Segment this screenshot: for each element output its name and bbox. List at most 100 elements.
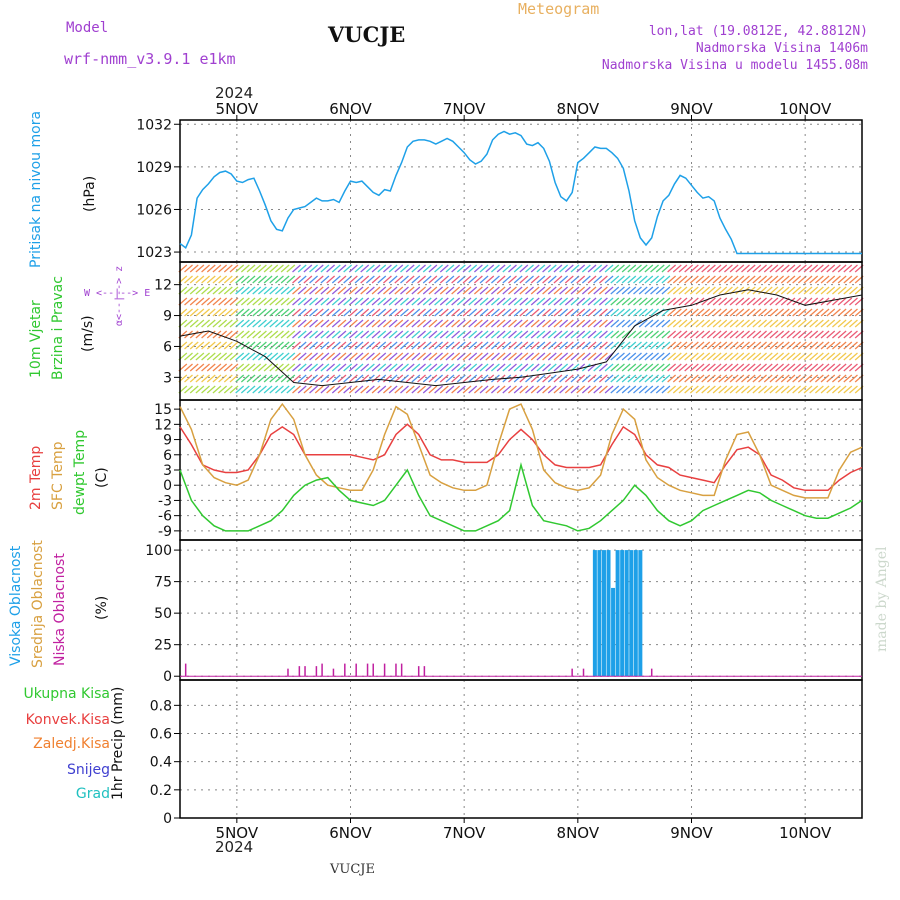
x-tick-label-top: 5NOV [216,100,259,118]
wind-barb [434,374,444,383]
wind-barb [706,341,716,350]
wind-barb [337,264,347,273]
y-tick-label: 1026 [136,202,172,218]
wind-barb [604,275,614,284]
wind-barb [451,374,461,383]
wind-barb [201,286,211,295]
wind-barb [809,286,819,295]
wind-barb [286,330,296,339]
panel-frame-pressure [179,119,863,263]
wind-barb [570,297,580,306]
wind-barb [758,319,767,328]
wind-barb [257,286,267,295]
wind-barb [809,330,819,339]
wind-barb [667,264,677,273]
wind-barb [667,319,677,328]
wind-barb [184,341,193,350]
wind-barb [229,297,239,306]
credit-text: made by Angel [874,546,890,653]
wind-barb [383,275,392,284]
y-tick-label: 3 [163,370,172,386]
wind-barb [741,308,750,317]
wind-barb [275,308,284,317]
wind-barb [269,275,279,284]
wind-barb [729,319,739,328]
wind-barb [780,385,790,394]
wind-barb [365,319,375,328]
wind-barb [655,275,665,284]
wind-barb [485,330,495,339]
wind-barb [360,341,370,350]
wind-barb [331,352,341,361]
wind-barb [195,352,205,361]
wind-barb [627,385,637,394]
wind-barb [587,275,597,284]
wind-barb [786,363,796,372]
wind-barb [218,297,228,306]
wind-barb [508,352,517,361]
bar-cloud_low [417,666,420,677]
wind-barb [780,363,790,372]
wind-barb [672,286,682,295]
wind-barb [564,352,574,361]
wind-barb [706,330,716,339]
wind-barb [650,341,659,350]
bar-cloud_high [601,550,606,677]
x-tick-label-bottom: 5NOV [216,824,259,842]
wind-barb [195,374,205,383]
wind-barb [706,319,716,328]
wind-barb [331,330,341,339]
wind-barb [473,275,483,284]
wind-barb [803,385,813,394]
wind-barb [593,363,603,372]
wind-barb [388,330,398,339]
wind-barb [706,352,716,361]
wind-barb [235,308,245,317]
wind-barb [604,264,614,273]
wind-barb [803,352,813,361]
wind-barb [803,275,813,284]
wind-barb [831,275,841,284]
wind-barb [729,374,739,383]
wind-barb [490,385,500,394]
wind-barb [638,297,648,306]
wind-barb [348,297,358,306]
wind-barb [661,308,671,317]
wind-barb [297,297,307,306]
wind-barb [445,319,455,328]
wind-barb [661,264,671,273]
wind-barb [462,374,472,383]
bar-cloud_low [298,666,301,677]
wind-barb [792,286,802,295]
wind-barb [729,308,739,317]
wind-barb [718,352,728,361]
wind-barb [275,374,284,383]
wind-barb [371,275,381,284]
wind-barb [195,286,205,295]
wind-barb [655,330,665,339]
wind-barb [496,319,506,328]
wind-barb [661,374,671,383]
wind-barb [275,385,284,394]
wind-barb [769,330,779,339]
wind-barb [388,275,398,284]
wind-barb [502,264,512,273]
wind-barb [502,352,512,361]
wind-barb [434,352,444,361]
wind-barb [456,308,466,317]
wind-barb [354,264,364,273]
wind-barb [405,352,415,361]
wind-barb [246,352,256,361]
wind-barb [678,341,688,350]
wind-barb [786,264,796,273]
wind-barb [559,352,569,361]
wind-barb [405,385,415,394]
wind-barb [638,330,648,339]
wind-barb [428,319,438,328]
wind-barb [223,264,233,273]
wind-barb [337,330,347,339]
wind-barb [610,330,620,339]
wind-barb [769,286,779,295]
wind-barb [633,308,642,317]
wind-barb [542,264,552,273]
